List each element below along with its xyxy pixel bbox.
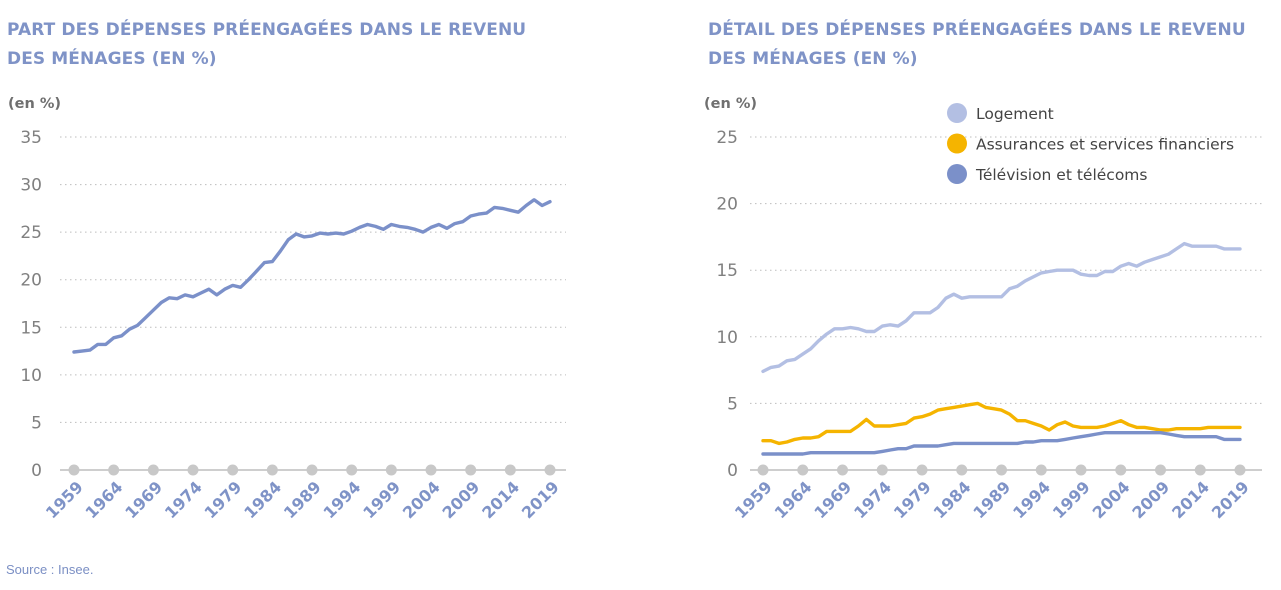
right-y-tick-label: 20 xyxy=(716,195,738,215)
left-x-tick-dot xyxy=(544,464,556,476)
left-y-tick-label: 15 xyxy=(20,318,42,338)
right-x-tick-dot xyxy=(757,464,769,476)
right-x-tick-label: 2004 xyxy=(1089,477,1134,522)
right-x-tick-dot xyxy=(1075,464,1087,476)
right-x-tick-dot xyxy=(1035,464,1047,476)
left-x-tick-label: 1959 xyxy=(42,477,87,522)
chart-right: (en %) 0 5 10 15 20 25 195919641969197419791984… xyxy=(704,96,1262,522)
left-x-tick-dot xyxy=(306,464,318,476)
right-x-tick-label: 2019 xyxy=(1208,477,1253,522)
left-y-tick-label: 10 xyxy=(20,366,42,386)
right-unit-label: (en %) xyxy=(704,96,757,112)
right-x-tick-dot xyxy=(837,464,848,476)
right-x-tick-dot xyxy=(1194,464,1206,476)
legend-label-assurances-et-services-financiers: Assurances et services financiers xyxy=(976,136,1234,154)
left-x-tick-dot xyxy=(68,464,80,476)
left-x-tick-dot xyxy=(227,464,239,476)
legend-swatch-television-et-telecoms xyxy=(947,164,967,184)
right-x-tick-label: 1969 xyxy=(810,477,855,522)
left-series-line-total xyxy=(72,198,552,354)
right-y-tick-label: 5 xyxy=(727,394,738,414)
left-unit-label: (en %) xyxy=(8,96,61,112)
right-x-tick-dot xyxy=(916,464,928,476)
right-x-tick-label: 2014 xyxy=(1168,477,1213,522)
left-x-tick-dot xyxy=(385,464,397,476)
left-x-tick-label: 1999 xyxy=(359,477,404,522)
left-y-tick-label: 5 xyxy=(31,413,42,433)
right-y-tick-label: 25 xyxy=(716,128,738,148)
right-x-tick-label: 1984 xyxy=(930,477,975,522)
left-y-tick-label: 30 xyxy=(20,176,42,196)
right-series-line-logement xyxy=(761,241,1242,374)
left-y-tick-label: 35 xyxy=(20,128,42,148)
left-y-tick-label: 25 xyxy=(20,223,42,243)
left-x-tick-dot xyxy=(266,464,278,476)
right-x-tick-label: 2009 xyxy=(1128,477,1173,522)
left-x-tick-label: 2019 xyxy=(518,477,563,522)
left-x-tick-label: 2009 xyxy=(439,477,484,522)
left-x-tick-label: 2014 xyxy=(478,477,523,522)
right-x-tick-label: 1959 xyxy=(731,477,776,522)
left-x-tick-dot xyxy=(425,464,437,476)
left-x-tick-label: 1964 xyxy=(82,477,127,522)
source-note: Source : Insee. xyxy=(6,562,94,577)
right-x-tick-dot xyxy=(1234,464,1246,476)
right-y-tick-label: 15 xyxy=(716,261,738,281)
legend-swatch-logement xyxy=(947,103,967,123)
left-x-tick-label: 1979 xyxy=(201,477,246,522)
left-x-tick-dot xyxy=(346,464,358,476)
right-x-tick-dot xyxy=(876,464,888,476)
left-x-tick-label: 1984 xyxy=(240,477,285,522)
left-y-tick-label: 0 xyxy=(31,461,42,481)
right-x-tick-label: 1974 xyxy=(850,477,895,522)
right-x-tick-label: 1979 xyxy=(890,477,935,522)
chart-title-right: DÉTAIL DES DÉPENSES PRÉENGAGÉES DANS LE … xyxy=(708,20,1246,69)
right-x-tick-dot xyxy=(1115,464,1127,476)
right-series-line-assurances-et-services-financiers xyxy=(761,401,1242,446)
left-x-tick-label: 1969 xyxy=(121,477,166,522)
left-x-tick-dot xyxy=(147,464,159,476)
right-x-tick-dot xyxy=(996,464,1007,476)
right-x-tick-label: 1964 xyxy=(771,477,816,522)
legend-label-television-et-telecoms: Télévision et télécoms xyxy=(975,166,1147,184)
left-x-tick-label: 1974 xyxy=(161,477,206,522)
left-x-tick-label: 1994 xyxy=(320,477,365,522)
left-x-tick-dot xyxy=(465,464,477,476)
legend-label-logement: Logement xyxy=(976,105,1054,123)
chart-left: (en %) 0 5 10 15 20 25 30 35 19591964196919741979… xyxy=(8,96,566,522)
right-x-tick-label: 1999 xyxy=(1049,477,1094,522)
left-x-tick-label: 2004 xyxy=(399,477,444,522)
right-x-tick-label: 1989 xyxy=(969,477,1014,522)
right-x-tick-dot xyxy=(956,464,968,476)
right-y-tick-label: 10 xyxy=(716,328,738,348)
left-x-tick-dot xyxy=(504,464,516,476)
left-x-tick-dot xyxy=(108,464,120,476)
right-y-tick-label: 0 xyxy=(727,461,738,481)
right-series-line-television-et-telecoms xyxy=(761,431,1242,456)
left-x-tick-label: 1989 xyxy=(280,477,325,522)
left-x-tick-dot xyxy=(187,464,199,476)
legend-swatch-assurances-et-services-financiers xyxy=(947,133,967,154)
right-x-tick-dot xyxy=(797,464,809,476)
right-x-tick-dot xyxy=(1155,464,1166,476)
chart-title-left: PART DES DÉPENSES PRÉENGAGÉES DANS LE RE… xyxy=(7,20,527,69)
left-y-tick-label: 20 xyxy=(20,271,42,291)
right-x-tick-label: 1994 xyxy=(1009,477,1054,522)
